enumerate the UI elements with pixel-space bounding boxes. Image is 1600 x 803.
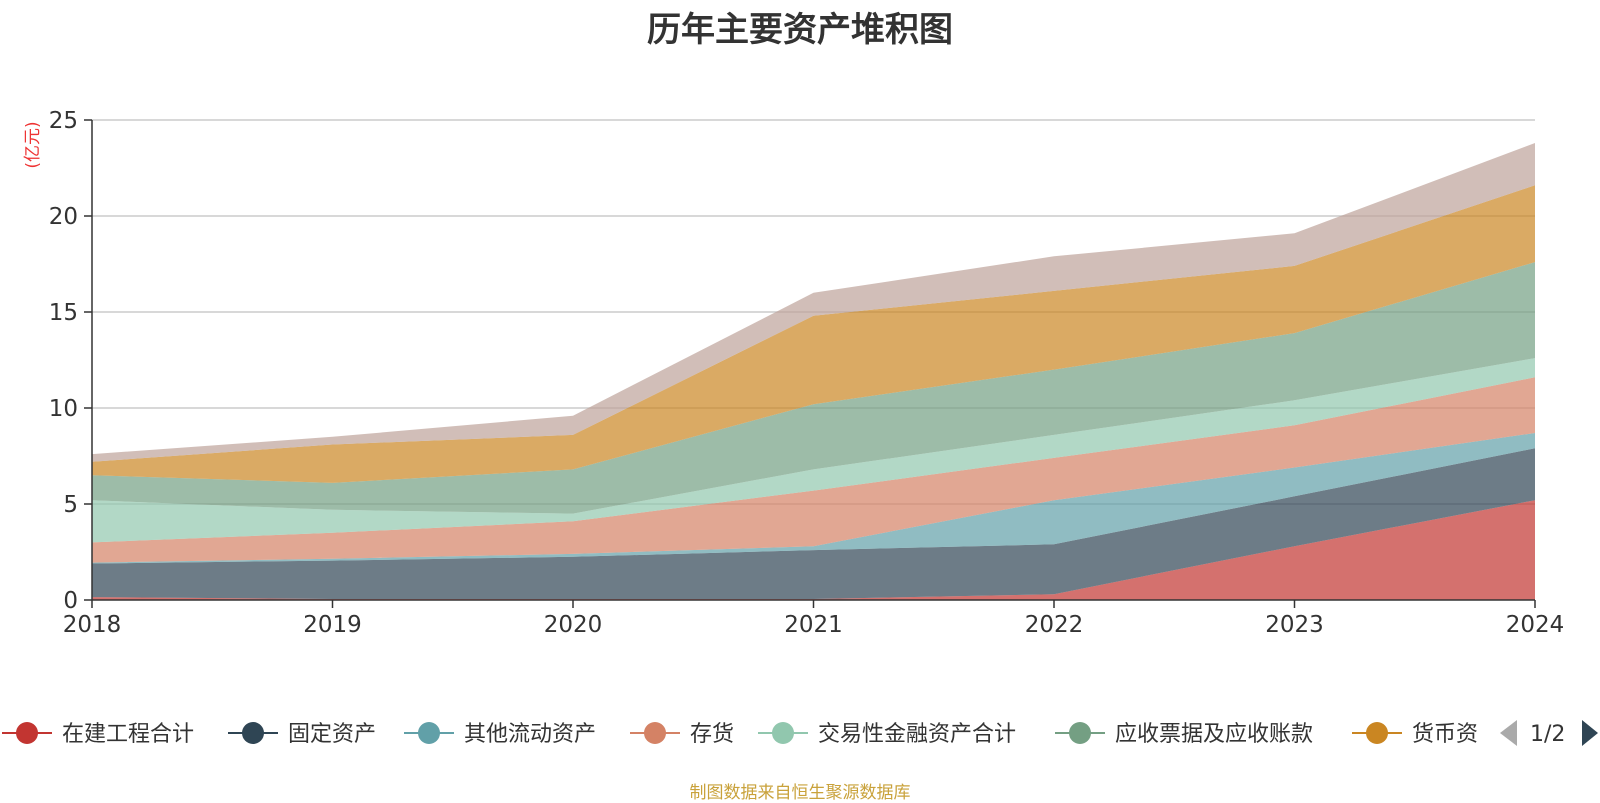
legend-label: 在建工程合计 xyxy=(62,722,194,747)
data-source-note: 制图数据来自恒生聚源数据库 xyxy=(689,783,911,803)
legend-item[interactable]: 在建工程合计 xyxy=(2,722,194,747)
legend-pager: 1/2 xyxy=(1500,720,1598,747)
x-tick-label: 2022 xyxy=(1025,612,1084,638)
area-其他流动资产[interactable] xyxy=(92,433,1535,564)
prev-page-icon[interactable] xyxy=(1500,720,1517,746)
legend-item[interactable]: 货币资 xyxy=(1352,722,1478,747)
y-tick-label: 10 xyxy=(49,396,78,422)
x-tick-label: 2021 xyxy=(784,612,843,638)
legend-marker-icon xyxy=(1069,722,1091,744)
legend-marker-icon xyxy=(1366,722,1388,744)
x-tick-label: 2020 xyxy=(544,612,603,638)
legend-page-indicator: 1/2 xyxy=(1530,722,1565,747)
y-tick-label: 15 xyxy=(49,300,78,326)
area-交易性金融资产合计[interactable] xyxy=(92,358,1535,543)
area-series xyxy=(92,143,1535,600)
y-axis-unit: (亿元) xyxy=(23,121,43,168)
x-tick-label: 2023 xyxy=(1265,612,1324,638)
legend-item[interactable]: 交易性金融资产合计 xyxy=(758,722,1016,747)
y-tick-label: 5 xyxy=(63,492,78,518)
x-tick-label: 2018 xyxy=(63,612,122,638)
legend-item[interactable]: 存货 xyxy=(630,722,734,747)
chart-title: 历年主要资产堆积图 xyxy=(647,10,953,50)
legend-marker-icon xyxy=(242,722,264,744)
legend-label: 交易性金融资产合计 xyxy=(818,722,1016,747)
y-tick-label: 0 xyxy=(63,588,78,614)
axes: 0 5 10 15 20 25 2018 2019 2020 2021 2022 2023 2024 xyxy=(49,108,1565,638)
area-固定资产[interactable] xyxy=(92,448,1535,599)
legend-item[interactable]: 固定资产 xyxy=(228,722,376,747)
legend-label: 应收票据及应收账款 xyxy=(1115,722,1313,747)
legend: 在建工程合计 固定资产 其他流动资产 存货 交易性金融资产合计 应收票据及应收账款 货币资 xyxy=(2,722,1478,747)
x-tick-label: 2024 xyxy=(1506,612,1565,638)
area-货币资金[interactable] xyxy=(92,185,1535,483)
area-应收票据及应收账款[interactable] xyxy=(92,262,1535,514)
y-tick-label: 25 xyxy=(49,108,78,134)
area-存货[interactable] xyxy=(92,377,1535,563)
area-在建工程合计[interactable] xyxy=(92,500,1535,600)
y-tick-label: 20 xyxy=(49,204,78,230)
legend-item[interactable]: 应收票据及应收账款 xyxy=(1055,722,1313,747)
legend-label: 固定资产 xyxy=(288,722,376,747)
x-tick-label: 2019 xyxy=(303,612,362,638)
legend-marker-icon xyxy=(644,722,666,744)
legend-item[interactable]: 其他流动资产 xyxy=(404,722,596,747)
next-page-icon[interactable] xyxy=(1582,720,1598,746)
legend-label: 存货 xyxy=(690,722,734,747)
legend-label: 货币资 xyxy=(1412,722,1478,747)
legend-marker-icon xyxy=(418,722,440,744)
legend-marker-icon xyxy=(16,722,38,744)
legend-label: 其他流动资产 xyxy=(464,722,596,747)
legend-marker-icon xyxy=(772,722,794,744)
area-其他[interactable] xyxy=(92,143,1535,462)
